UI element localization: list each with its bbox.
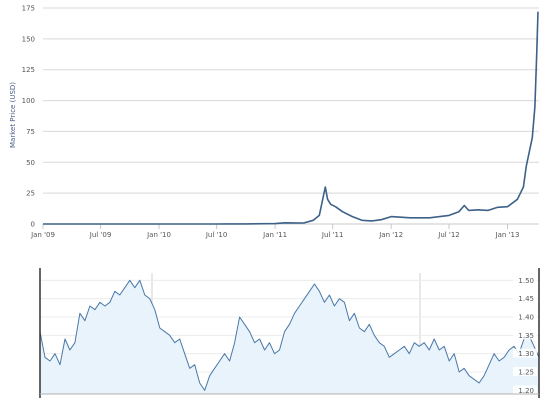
navigator-y-tick-label: 1.30 <box>518 350 534 358</box>
price-x-tick-label: Jan '12 <box>378 231 403 239</box>
navigator-series <box>39 279 540 394</box>
navigator-y-tick-label: 1.35 <box>518 332 534 340</box>
navigator-tick-bg <box>513 330 537 340</box>
navigator-chart[interactable]: 1.20 1.25 1.30 1.35 1.40 1.45 1.50 <box>0 268 546 406</box>
navigator-y-tick-label: 1.40 <box>518 314 534 322</box>
navigator-tick-bg <box>513 385 537 395</box>
price-y-tick-label: 175 <box>22 5 35 13</box>
price-y-tick-label: 125 <box>22 66 35 74</box>
price-series-line <box>43 11 539 225</box>
price-x-tick-label: Jan '13 <box>495 231 520 239</box>
price-chart: 0 25 50 75 100 125 150 175 Jan '09 Jul '09 Jan '1… <box>9 5 539 239</box>
navigator-line <box>39 279 540 391</box>
price-y-tick-label: 0 <box>31 221 35 229</box>
navigator-y-ticks: 1.20 1.25 1.30 1.35 1.40 1.45 1.50 <box>513 275 537 395</box>
price-chart-x-ticks: Jan '09 Jul '09 Jan '10 Jul '10 Jan '11 Jul '… <box>30 224 519 239</box>
price-series <box>43 11 539 225</box>
price-y-tick-label: 100 <box>22 97 35 105</box>
navigator-tick-bg <box>513 293 537 303</box>
navigator-tick-bg <box>513 367 537 376</box>
price-x-tick-label: Jan '09 <box>30 231 55 239</box>
price-x-tick-label: Jan '10 <box>146 231 171 239</box>
price-y-tick-label: 50 <box>26 159 35 167</box>
navigator-tick-bg <box>513 348 537 358</box>
price-x-tick-label: Jan '11 <box>262 231 287 239</box>
navigator-area <box>40 280 539 394</box>
price-y-axis-label: Market Price (USD) <box>9 82 17 148</box>
price-chart-y-ticks: 0 25 50 75 100 125 150 175 <box>22 5 35 229</box>
price-x-tick-label: Jul '10 <box>205 231 228 239</box>
price-x-tick-label: Jul '09 <box>89 231 112 239</box>
navigator-y-tick-label: 1.20 <box>518 387 534 395</box>
price-x-tick-label: Jul '11 <box>321 231 344 239</box>
navigator-tick-bg <box>513 312 537 321</box>
price-y-tick-label: 75 <box>26 128 35 136</box>
price-y-tick-label: 25 <box>26 190 35 198</box>
navigator-y-tick-label: 1.45 <box>518 295 534 303</box>
price-x-tick-label: Jul '12 <box>437 231 460 239</box>
navigator-frame <box>39 268 540 398</box>
price-y-tick-label: 150 <box>22 35 35 43</box>
navigator-tick-bg <box>513 275 537 285</box>
navigator-y-tick-label: 1.50 <box>518 277 534 285</box>
price-chart-grid <box>43 7 539 225</box>
navigator-y-tick-label: 1.25 <box>518 369 534 377</box>
